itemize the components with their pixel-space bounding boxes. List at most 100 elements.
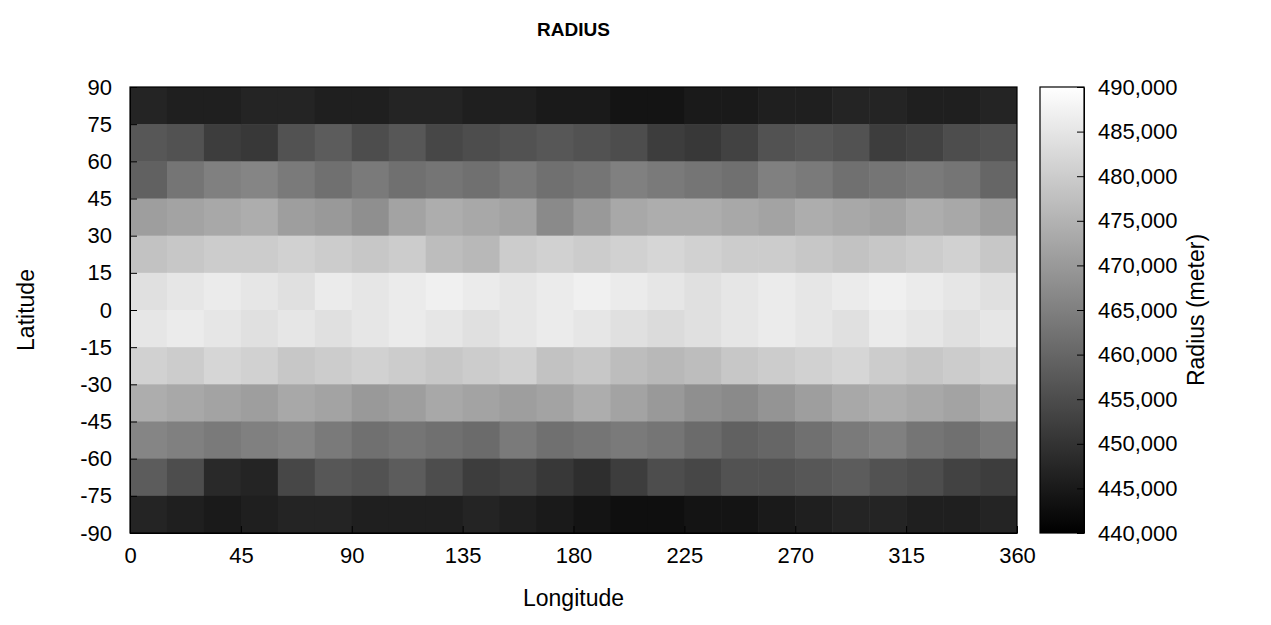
cell [204,273,242,311]
cell [241,87,279,125]
cell [574,496,612,533]
cell [943,384,981,422]
cell [167,236,205,274]
cell [352,310,390,348]
cell [795,236,833,274]
cell [278,161,316,199]
cell [795,161,833,199]
cell [537,236,575,274]
cell [610,161,648,199]
cell [241,310,279,348]
tick: -75 [80,483,137,508]
cell [980,496,1017,533]
tick: -45 [80,409,137,434]
cell [610,310,648,348]
cell [721,459,759,497]
cell [315,310,353,348]
cell [463,124,501,162]
tick-mark [130,384,137,385]
cell [130,310,168,348]
cell [315,384,353,422]
cell [869,384,907,422]
cell [758,236,796,274]
tick-label: 30 [88,223,112,248]
tick-mark [1077,265,1084,266]
cell [352,124,390,162]
cell [721,273,759,311]
tick-mark [130,496,137,497]
cell [869,496,907,533]
cell [943,124,981,162]
x-axis-title: Longitude [523,585,624,611]
cell [869,459,907,497]
tick: -90 [80,521,137,546]
tick-mark [130,533,137,534]
tick: 135 [445,526,482,568]
cell [906,124,944,162]
cell [943,273,981,311]
cell [906,273,944,311]
cell [130,422,168,460]
cell [943,161,981,199]
tick-label: 90 [88,75,112,100]
cell [943,347,981,385]
cell [721,422,759,460]
cell [537,199,575,237]
cell [610,496,648,533]
cell [537,496,575,533]
cell [721,347,759,385]
tick: 60 [88,149,137,174]
cell [980,347,1017,385]
tick-label: -30 [80,372,112,397]
tick-label: 485,000 [1098,119,1178,144]
cell [204,199,242,237]
tick-label: 45 [88,186,112,211]
tick-mark [130,459,137,460]
cell [537,124,575,162]
cell [647,310,685,348]
tick: -60 [80,446,137,471]
cell [610,124,648,162]
cell [832,422,870,460]
cell [241,199,279,237]
cell [721,310,759,348]
cell [389,161,427,199]
cell [315,496,353,533]
cell [241,236,279,274]
cell [832,199,870,237]
tick-mark [463,526,464,533]
cell [943,422,981,460]
cell [980,199,1017,237]
tick-label: -75 [80,483,112,508]
cell [167,87,205,125]
tick: 45 [229,526,253,568]
cell [906,422,944,460]
cell [500,87,538,125]
cell [130,87,168,125]
cell [869,236,907,274]
cell [684,310,722,348]
cell [426,273,464,311]
cell [278,87,316,125]
cell [352,273,390,311]
tick-mark [1077,444,1084,445]
cell [389,124,427,162]
cell [980,310,1017,348]
cell [204,496,242,533]
tick-mark [130,124,137,125]
cell [204,310,242,348]
tick: 30 [88,223,137,248]
cell [610,273,648,311]
cell [721,384,759,422]
cell [130,273,168,311]
cell [463,459,501,497]
cell [426,310,464,348]
cell [795,273,833,311]
cell [610,199,648,237]
cell [574,87,612,125]
tick: 475,000 [1077,208,1178,233]
cell [832,273,870,311]
tick: 315 [888,526,925,568]
cell [647,496,685,533]
tick-label: 60 [88,149,112,174]
